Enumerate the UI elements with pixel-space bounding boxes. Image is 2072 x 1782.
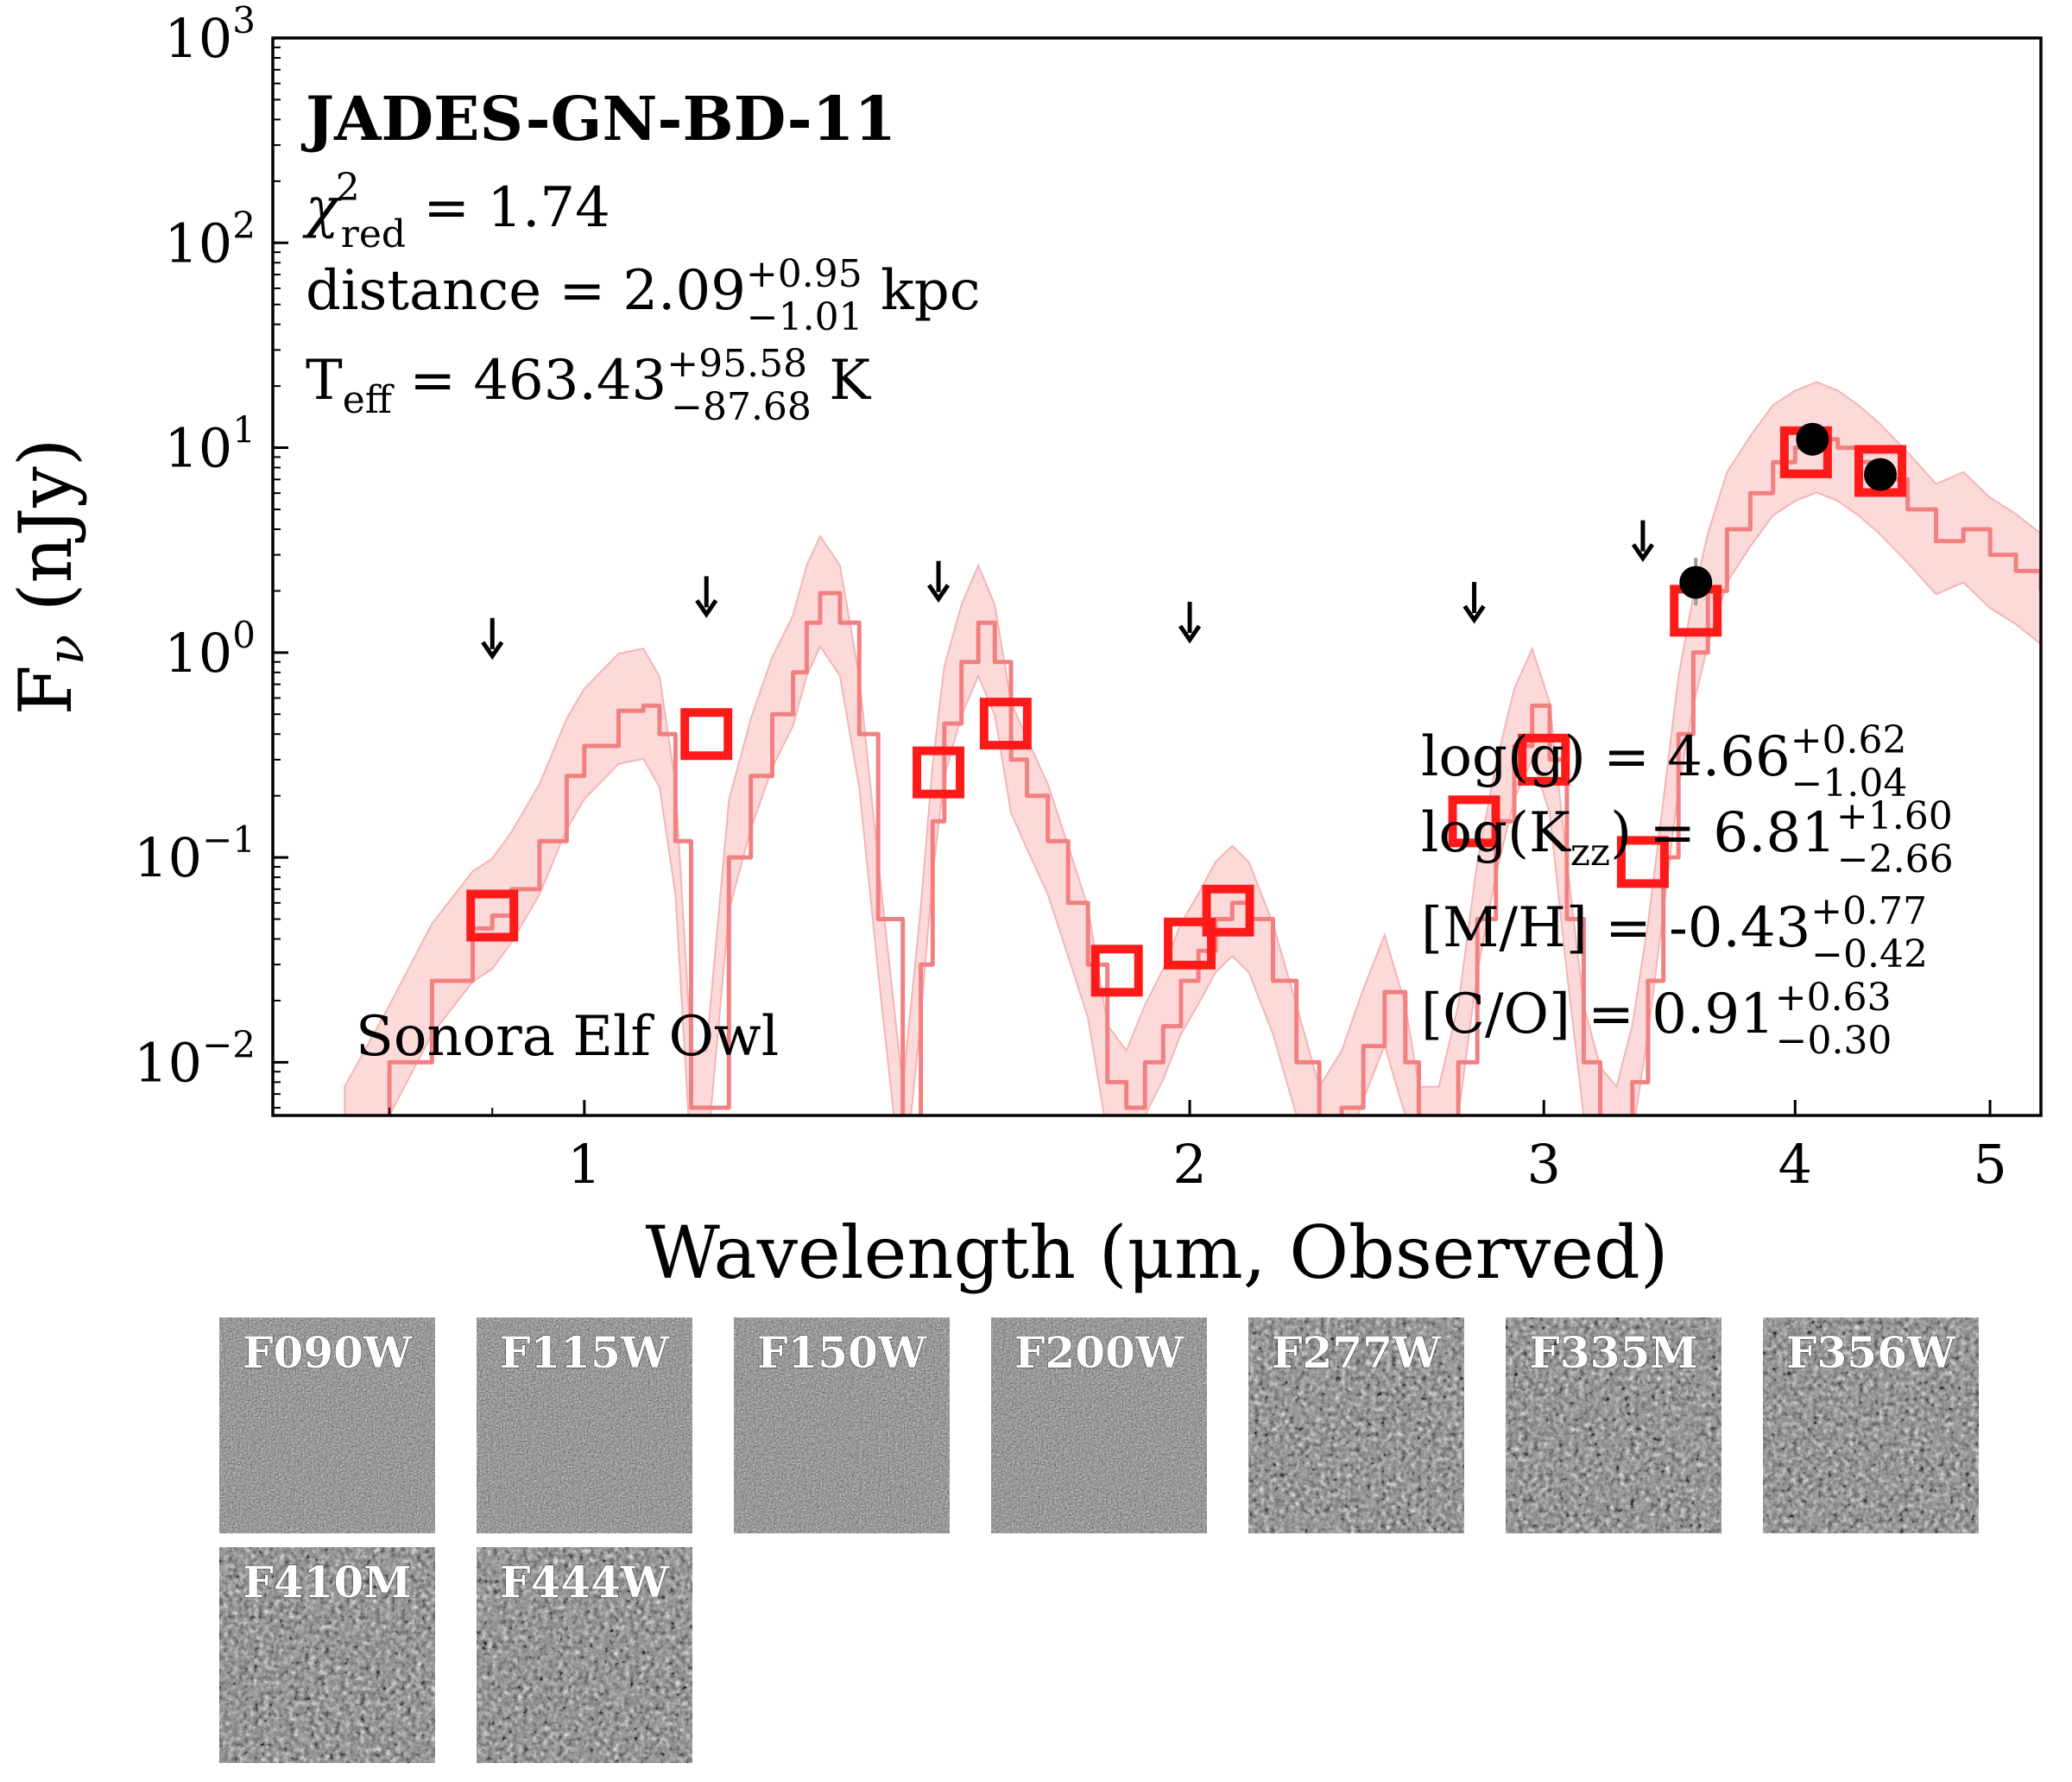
x-axis-ticks: 1 2 3 4 5 <box>388 1100 2007 1196</box>
thumbnail-label: F090W <box>243 1327 413 1378</box>
y-tick-label: 101 <box>164 409 256 480</box>
distance-annotation: distance = 2.09+0.95 −1.01 kpc <box>306 252 981 339</box>
thumbnail-noise <box>477 1547 692 1763</box>
thumbnail-label: F115W <box>500 1327 670 1378</box>
x-tick-label: 2 <box>1172 1133 1206 1196</box>
model-photometry-square <box>680 708 733 761</box>
model-uncertainty-band <box>344 381 2041 1115</box>
model-photometry-square <box>1518 733 1570 786</box>
upper-limit-arrow <box>1462 582 1486 624</box>
y-axis-ticks: 10−2 10−1 100 101 102 103 <box>134 0 288 1109</box>
detection-layer <box>1679 422 1898 606</box>
thumbnail-grid: F090W F115W F150W F200W F277W F335M F356W F410M… <box>219 1318 1979 1763</box>
y-tick-label: 10−2 <box>134 1023 256 1094</box>
thumbnail-label: F150W <box>757 1327 927 1378</box>
thumbnail-f410m: F410M <box>219 1547 435 1763</box>
model-photometry-square <box>466 889 519 942</box>
upper-limit-head <box>1178 624 1202 644</box>
model-photometry-square <box>1202 884 1254 937</box>
thumbnail-noise <box>219 1318 435 1533</box>
plot-frame <box>271 36 2043 1117</box>
upper-limit-layer <box>481 520 1654 660</box>
model-photometry-square <box>1854 445 1907 497</box>
upper-limit-head <box>1462 604 1486 624</box>
upper-limit-arrow <box>695 576 718 618</box>
mh-annotation: [M/H] = -0.43+0.77 −0.42 <box>1421 889 1928 976</box>
model-photometry-square <box>1090 945 1143 997</box>
y-tick-label: 102 <box>164 204 256 275</box>
model-label: Sonora Elf Owl <box>356 1005 779 1069</box>
thumbnail-label: F277W <box>1272 1327 1442 1378</box>
x-tick-label: 3 <box>1527 1133 1561 1196</box>
upper-limit-head <box>695 598 718 618</box>
thumbnail-f200w: F200W <box>991 1318 1207 1533</box>
y-tick-label: 10−1 <box>134 818 256 889</box>
x-tick-label: 5 <box>1973 1133 2006 1196</box>
thumbnail-f277w: F277W <box>1248 1318 1464 1533</box>
upper-limit-head <box>1631 543 1654 563</box>
thumbnail-noise <box>1248 1318 1464 1533</box>
thumbnail-label: F335M <box>1529 1327 1697 1378</box>
model-photometry-square <box>913 746 965 799</box>
thumbnail-noise <box>991 1318 1207 1533</box>
x-tick-label: 1 <box>567 1133 601 1196</box>
co-annotation: [C/O] = 0.91+0.63 −0.30 <box>1421 976 1892 1063</box>
y-axis-title: Fν (nJy) <box>3 438 95 715</box>
thumbnail-label: F444W <box>500 1557 670 1608</box>
thumbnail-label: F410M <box>243 1557 411 1608</box>
model-photometry-square <box>1164 917 1216 970</box>
x-tick-label: 4 <box>1778 1133 1812 1196</box>
thumbnail-noise <box>219 1547 435 1763</box>
thumbnail-f444w: F444W <box>477 1547 692 1763</box>
thumbnail-noise <box>734 1318 950 1533</box>
model-photometry-square <box>1448 795 1500 848</box>
detection-point <box>1679 566 1713 599</box>
thumbnail-f356w: F356W <box>1763 1318 1979 1533</box>
thumbnail-noise <box>477 1318 692 1533</box>
thumbnail-noise <box>1506 1318 1721 1533</box>
logkzz-annotation: log(Kzz) = 6.81+1.60 −2.66 <box>1421 794 1954 882</box>
thumbnail-label: F356W <box>1786 1327 1956 1378</box>
upper-limit-head <box>481 641 504 660</box>
model-photometry-square <box>1616 836 1669 888</box>
x-axis-title: Wavelength (μm, Observed) <box>645 1210 1668 1295</box>
thumbnail-f115w: F115W <box>477 1318 692 1533</box>
model-photometry-square <box>979 698 1032 750</box>
y-tick-label: 100 <box>164 614 256 685</box>
upper-limit-arrow <box>1178 602 1202 644</box>
logg-annotation: log(g) = 4.66+0.62 −1.04 <box>1421 718 1907 806</box>
y-tick-label: 103 <box>164 0 256 70</box>
upper-limit-head <box>926 584 951 603</box>
upper-limit-arrow <box>481 617 504 660</box>
detection-point <box>1796 422 1829 456</box>
thumbnail-f090w: F090W <box>219 1318 435 1533</box>
teff-annotation: Teff = 463.43+95.58 −87.68 K <box>306 342 871 429</box>
thumbnail-label: F200W <box>1014 1327 1184 1378</box>
thumbnail-f335m: F335M <box>1506 1318 1721 1533</box>
thumbnail-f150w: F150W <box>734 1318 950 1533</box>
upper-limit-arrow <box>926 560 951 603</box>
detection-point <box>1864 458 1898 491</box>
model-spectrum-group <box>344 381 2041 1115</box>
thumbnail-noise <box>1763 1318 1979 1533</box>
object-title: JADES-GN-BD-11 <box>300 83 896 155</box>
upper-limit-arrow <box>1631 520 1654 563</box>
chi2-annotation: χ2 red = 1.74 <box>302 166 610 256</box>
